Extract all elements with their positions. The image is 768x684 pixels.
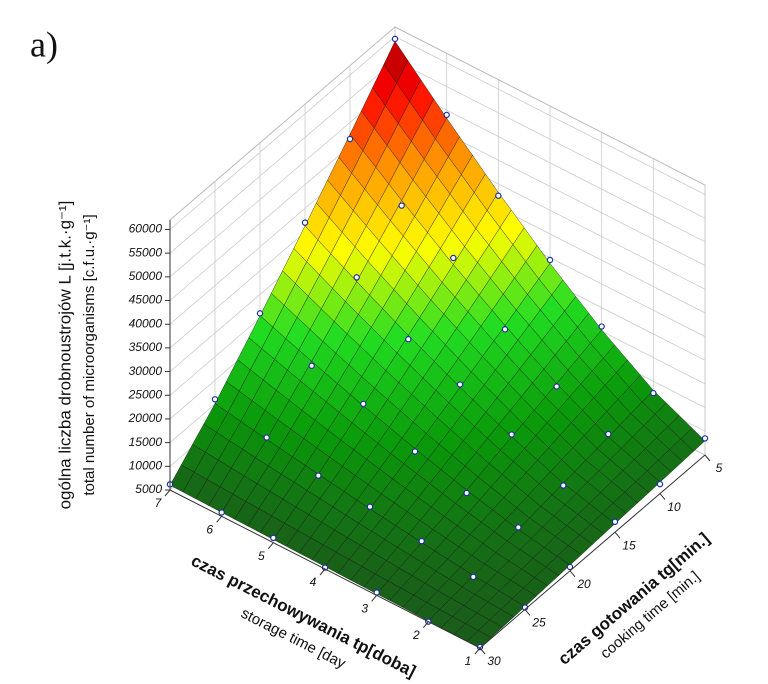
x-tick bbox=[164, 489, 171, 497]
data-point bbox=[256, 310, 264, 317]
data-point bbox=[411, 448, 419, 455]
data-point bbox=[501, 326, 509, 333]
data-point bbox=[508, 431, 515, 438]
data-point bbox=[366, 503, 374, 510]
data-point bbox=[270, 534, 277, 542]
data-point bbox=[515, 524, 522, 531]
data-point bbox=[391, 35, 399, 43]
data-point bbox=[546, 256, 554, 264]
data-point bbox=[418, 537, 425, 545]
data-point bbox=[701, 435, 709, 442]
z-tick-label: 45000 bbox=[129, 293, 163, 307]
data-point bbox=[263, 434, 270, 441]
data-point bbox=[566, 563, 574, 571]
data-point bbox=[405, 336, 412, 343]
data-point bbox=[315, 472, 322, 479]
y-tick bbox=[524, 609, 531, 616]
data-point bbox=[495, 192, 502, 199]
z-tick-label: 40000 bbox=[129, 316, 163, 330]
panel-label: a) bbox=[30, 24, 58, 64]
y-tick-label: 5 bbox=[716, 461, 723, 475]
x-tick-label: 6 bbox=[206, 523, 213, 537]
z-axis-title: ogólna liczba drobnoustrojów L [j.t.k.·g… bbox=[55, 201, 74, 510]
data-point bbox=[301, 219, 309, 226]
z-tick-label: 25000 bbox=[128, 387, 163, 401]
data-point bbox=[463, 489, 470, 497]
x-tick bbox=[422, 621, 429, 628]
y-tick-label: 15 bbox=[622, 538, 636, 552]
data-point bbox=[443, 111, 450, 119]
x-tick bbox=[267, 542, 274, 549]
data-point bbox=[656, 480, 664, 488]
x-tick-label: 7 bbox=[155, 496, 163, 510]
data-point bbox=[560, 482, 567, 489]
x-tick-label: 4 bbox=[310, 575, 317, 589]
data-point bbox=[598, 323, 605, 330]
x-tick-label: 1 bbox=[465, 654, 472, 668]
y-tick bbox=[704, 454, 711, 462]
x-tick bbox=[474, 647, 481, 655]
y-tick-label: 20 bbox=[576, 577, 591, 591]
z-tick-label: 20000 bbox=[128, 411, 163, 425]
x-tick bbox=[216, 516, 223, 523]
y-tick bbox=[569, 570, 576, 578]
data-point bbox=[470, 573, 477, 581]
y-tick-label: 10 bbox=[667, 500, 681, 514]
z-tick-label: 60000 bbox=[129, 222, 163, 236]
y-tick bbox=[614, 531, 621, 539]
z-tick-label: 50000 bbox=[129, 269, 163, 283]
z-tick-label: 35000 bbox=[129, 340, 163, 354]
x-tick-label: 5 bbox=[258, 549, 265, 563]
z-tick-label: 15000 bbox=[129, 435, 163, 449]
data-point bbox=[308, 362, 315, 369]
data-point bbox=[346, 135, 354, 143]
y-tick-label: 30 bbox=[487, 654, 501, 668]
data-point bbox=[456, 381, 464, 388]
data-point bbox=[211, 396, 219, 403]
z-tick-label: 10000 bbox=[129, 458, 163, 472]
data-point bbox=[611, 518, 619, 525]
z-tick-label: 30000 bbox=[129, 364, 163, 378]
data-point bbox=[360, 400, 367, 408]
data-point bbox=[450, 254, 457, 262]
z-tick-label: 5000 bbox=[135, 482, 162, 496]
data-point bbox=[218, 509, 225, 516]
z-axis-subtitle: total number of microorganisms [c.f.u.·g… bbox=[81, 214, 98, 495]
data-point bbox=[650, 389, 657, 397]
data-point bbox=[553, 383, 560, 390]
data-point bbox=[398, 202, 405, 209]
x-tick-label: 3 bbox=[361, 602, 368, 616]
x-tick-label: 2 bbox=[412, 628, 420, 642]
y-tick bbox=[479, 647, 486, 655]
x-tick bbox=[319, 568, 326, 576]
data-point bbox=[605, 430, 612, 438]
data-point bbox=[353, 274, 360, 281]
y-tick bbox=[659, 493, 666, 500]
y-tick-label: 25 bbox=[531, 616, 546, 630]
x-tick bbox=[371, 595, 378, 602]
z-tick-label: 55000 bbox=[129, 245, 163, 259]
